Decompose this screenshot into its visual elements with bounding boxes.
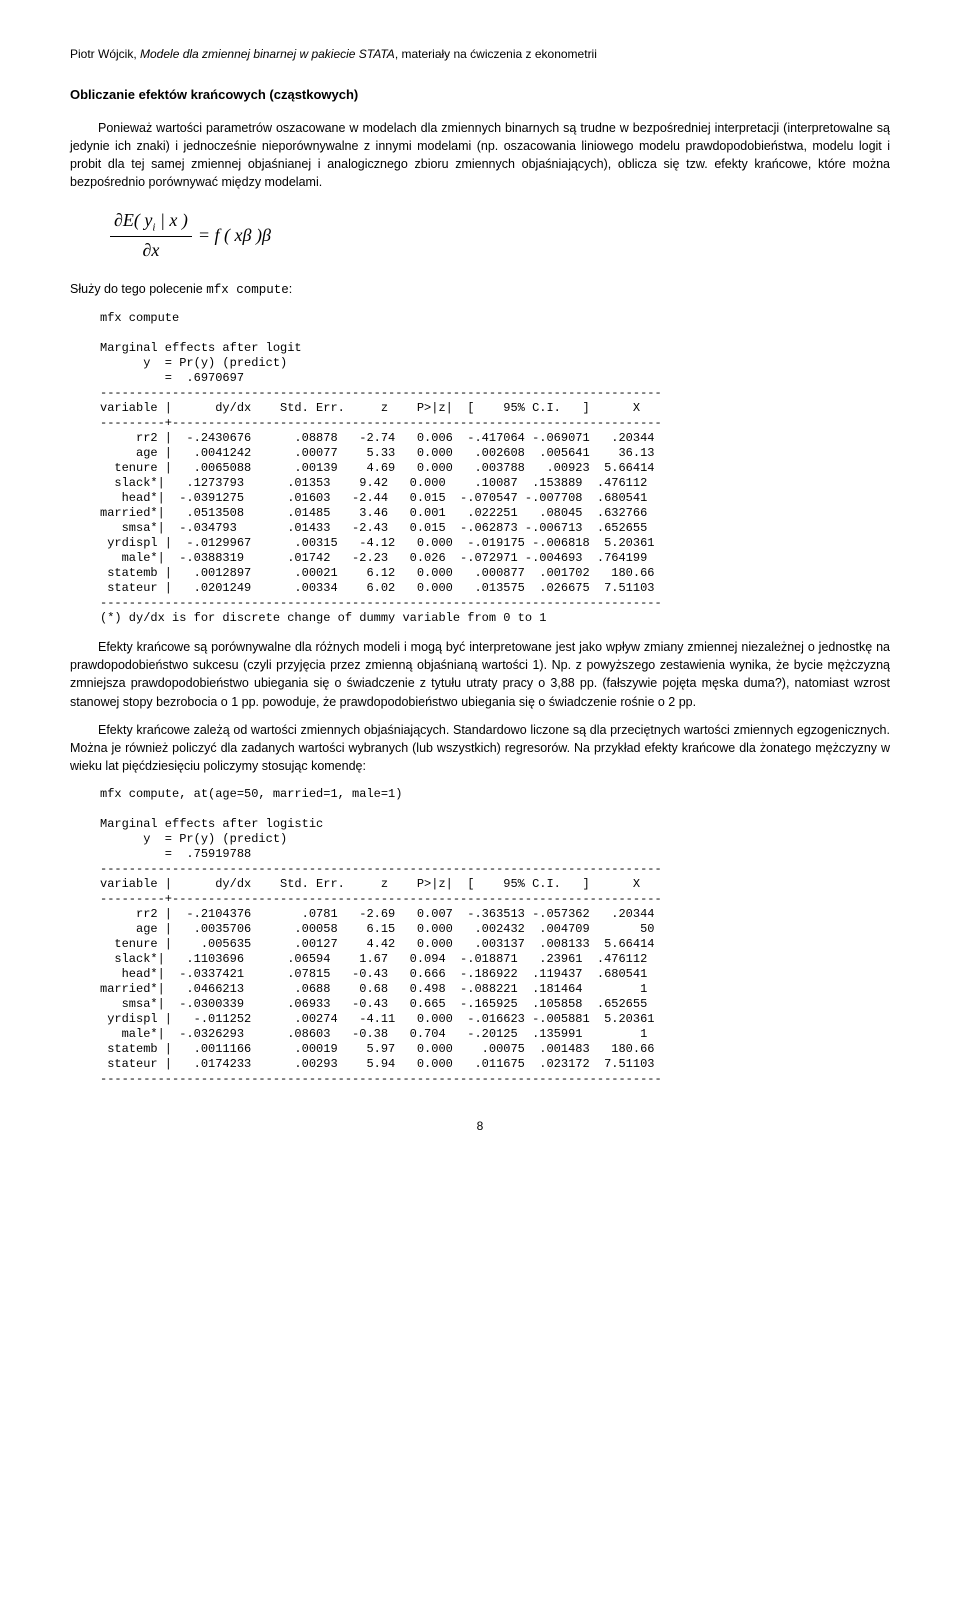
paragraph-1: Ponieważ wartości parametrów oszacowane … (70, 119, 890, 192)
page-header: Piotr Wójcik, Modele dla zmiennej binarn… (70, 45, 890, 63)
paragraph-2: Efekty krańcowe są porównywalne dla różn… (70, 638, 890, 711)
num-text: ∂E( y (114, 210, 152, 230)
inline-after: : (289, 282, 292, 296)
num-after: | x ) (155, 210, 187, 230)
inline-cmd: mfx compute (206, 283, 289, 297)
section-title: Obliczanie efektów krańcowych (cząstkowy… (70, 85, 890, 105)
code-block-2: mfx compute, at(age=50, married=1, male=… (100, 787, 890, 1087)
fraction-num: ∂E( yi | x ) (110, 207, 192, 237)
formula-rhs: = f ( xβ )β (198, 222, 271, 249)
fraction-den: ∂x (138, 237, 163, 264)
inline-command-line: Służy do tego polecenie mfx compute: (70, 280, 890, 299)
page-number: 8 (70, 1117, 890, 1135)
inline-before: Służy do tego polecenie (70, 282, 206, 296)
header-title: Modele dla zmiennej binarnej w pakiecie … (140, 47, 395, 61)
fraction: ∂E( yi | x ) ∂x (110, 207, 192, 264)
paragraph-3: Efekty krańcowe zależą od wartości zmien… (70, 721, 890, 775)
header-suffix: , materiały na ćwiczenia z ekonometrii (395, 47, 597, 61)
header-author: Piotr Wójcik, (70, 47, 140, 61)
formula: ∂E( yi | x ) ∂x = f ( xβ )β (110, 207, 890, 264)
code-block-1: mfx compute Marginal effects after logit… (100, 311, 890, 626)
